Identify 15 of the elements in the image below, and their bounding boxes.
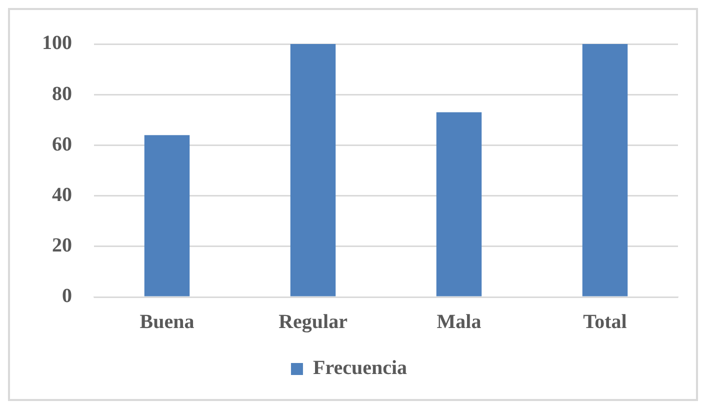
- y-tick-label: 0: [62, 285, 72, 308]
- y-tick-label: 40: [52, 184, 72, 206]
- y-tick-label: 60: [52, 133, 72, 156]
- bar: [290, 44, 336, 296]
- y-tick-label: 80: [52, 82, 72, 105]
- bar: [582, 44, 628, 296]
- x-tick-label: Buena: [140, 311, 194, 334]
- y-tick-label: 100: [42, 32, 72, 54]
- y-tick-label: 20: [52, 234, 72, 257]
- bar: [436, 112, 482, 296]
- x-tick-label: Mala: [436, 311, 482, 334]
- x-tick-label: Regular: [278, 311, 348, 334]
- legend-label: Frecuencia: [312, 357, 408, 380]
- bar: [144, 135, 190, 296]
- x-tick-label: Total: [583, 311, 628, 334]
